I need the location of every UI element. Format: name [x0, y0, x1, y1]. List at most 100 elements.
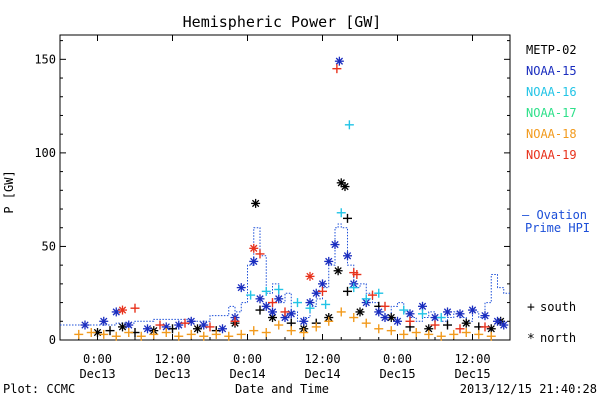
data-point-noaa-15-north: [499, 320, 509, 330]
data-point-noaa-16-south: [321, 299, 331, 309]
data-point-noaa-18-south: [174, 331, 184, 341]
data-point-noaa-15-north: [99, 316, 109, 326]
marker-legend-north-symbol: *: [527, 332, 535, 347]
data-point-noaa-15-north: [299, 316, 309, 326]
data-point-noaa-18-south: [461, 328, 471, 338]
data-point-noaa-15-north: [143, 324, 152, 334]
data-point-noaa-16-south: [374, 288, 384, 298]
data-point-metp-02-north: [333, 266, 343, 276]
data-point-noaa-18-south: [161, 328, 171, 338]
data-point-metp-02-south: [443, 320, 452, 330]
data-point-noaa-18-south: [449, 329, 459, 339]
data-point-noaa-16-south: [344, 120, 354, 130]
x-axis-ticks: 0:00Dec1312:00Dec130:00Dec1412:00Dec140:…: [78, 35, 492, 381]
data-point-noaa-19-south: [280, 307, 290, 317]
data-point-noaa-16-south: [246, 290, 256, 300]
ovation-legend: – Ovation Prime HPI: [522, 208, 590, 235]
y-tick-label: 0: [49, 333, 56, 347]
data-point-noaa-19-south: [155, 320, 165, 330]
data-point-noaa-15-north: [480, 311, 490, 321]
data-point-noaa-15-north: [274, 294, 284, 304]
data-point-noaa-19-south: [430, 320, 440, 330]
chart-title: Hemispheric Power [GW]: [183, 13, 382, 31]
data-point-noaa-18-south: [136, 331, 146, 341]
data-point-metp-02-south: [105, 326, 115, 336]
data-point-noaa-16-south: [399, 305, 409, 315]
y-axis-ticks: 0 50 100 150: [34, 40, 510, 347]
data-point-metp-02-north: [461, 318, 471, 328]
data-point-noaa-15-north: [334, 56, 344, 66]
data-point-metp-02-north: [355, 307, 365, 317]
data-point-noaa-18-south: [436, 331, 446, 341]
data-point-noaa-15-north: [374, 307, 384, 317]
data-point-noaa-18-south: [124, 328, 134, 338]
y-tick-label: 50: [42, 239, 56, 253]
data-point-noaa-18-south: [411, 328, 421, 338]
x-tick-time-label: 0:00: [383, 352, 412, 366]
data-point-noaa-18-south: [424, 329, 434, 339]
data-point-noaa-18-south: [311, 322, 321, 332]
data-point-noaa-19-south: [455, 324, 465, 334]
data-point-noaa-18-south: [286, 326, 296, 336]
legend: METP-02 NOAA-15 NOAA-16 NOAA-17 NOAA-18 NOAA-…: [526, 43, 577, 162]
legend-entry: NOAA-19: [526, 148, 577, 162]
x-tick-date-label: Dec13: [79, 367, 115, 381]
data-point-noaa-18-south: [149, 329, 159, 339]
data-point-metp-02-north: [251, 198, 261, 208]
data-point-noaa-18-south: [74, 329, 84, 339]
x-tick-time-label: 0:00: [83, 352, 112, 366]
ovation-hpi-line: [60, 223, 510, 326]
data-point-noaa-18-south: [299, 328, 309, 338]
x-tick-date-label: Dec13: [154, 367, 190, 381]
x-tick-time-label: 0:00: [233, 352, 262, 366]
data-point-noaa-19-south: [130, 303, 140, 313]
data-point-noaa-15-north: [380, 313, 390, 323]
data-point-noaa-19-south: [380, 301, 390, 311]
data-point-noaa-19-north: [249, 243, 259, 253]
data-point-noaa-15-north: [468, 305, 477, 315]
data-point-noaa-15-north: [174, 320, 184, 330]
data-point-noaa-18-south: [236, 329, 246, 339]
data-point-noaa-18-south: [86, 328, 96, 338]
x-tick-date-label: Dec15: [379, 367, 415, 381]
data-point-noaa-19-south: [180, 318, 190, 328]
data-point-noaa-15-north: [236, 283, 246, 293]
data-point-noaa-18-south: [99, 329, 109, 339]
data-point-noaa-19-south: [332, 64, 342, 74]
data-point-noaa-18-south: [324, 316, 334, 326]
x-tick-date-label: Dec14: [229, 367, 265, 381]
x-axis-label: Date and Time: [235, 382, 329, 396]
data-point-noaa-15-north: [493, 316, 502, 326]
x-tick-date-label: Dec14: [304, 367, 340, 381]
data-point-noaa-16-south: [336, 208, 346, 218]
data-point-noaa-15-north: [218, 324, 227, 334]
data-point-noaa-18-south: [186, 329, 196, 339]
data-point-noaa-15-north: [249, 256, 259, 266]
x-tick-date-label: Dec15: [454, 367, 490, 381]
data-point-noaa-18-south: [361, 318, 371, 328]
data-point-noaa-15-north: [311, 288, 321, 298]
data-point-noaa-15-north: [443, 307, 452, 317]
data-point-noaa-15-north: [286, 309, 296, 319]
data-point-noaa-18-south: [474, 329, 484, 339]
footer-plot-source: Plot: CCMC: [3, 382, 75, 396]
data-point-metp-02-south: [343, 286, 352, 296]
data-series: [74, 56, 509, 341]
data-point-noaa-15-north: [186, 316, 196, 326]
data-point-noaa-16-south: [293, 298, 302, 308]
legend-entry: NOAA-18: [526, 127, 577, 141]
y-axis-label: P [GW]: [2, 170, 16, 213]
data-point-noaa-18-south: [486, 331, 496, 341]
y-tick-label: 100: [34, 146, 56, 160]
data-point-noaa-18-south: [336, 307, 346, 317]
data-point-noaa-15-north: [111, 307, 121, 317]
data-point-noaa-16-south: [436, 313, 446, 323]
footer-timestamp: 2013/12/15 21:40:28: [460, 382, 597, 396]
data-point-noaa-19-north: [118, 305, 127, 315]
data-point-noaa-19-south: [368, 290, 377, 300]
data-point-noaa-15-north: [324, 256, 334, 266]
marker-legend-south-symbol: +: [527, 300, 535, 315]
data-point-metp-02-north: [193, 324, 202, 334]
data-point-noaa-18-south: [224, 331, 234, 341]
